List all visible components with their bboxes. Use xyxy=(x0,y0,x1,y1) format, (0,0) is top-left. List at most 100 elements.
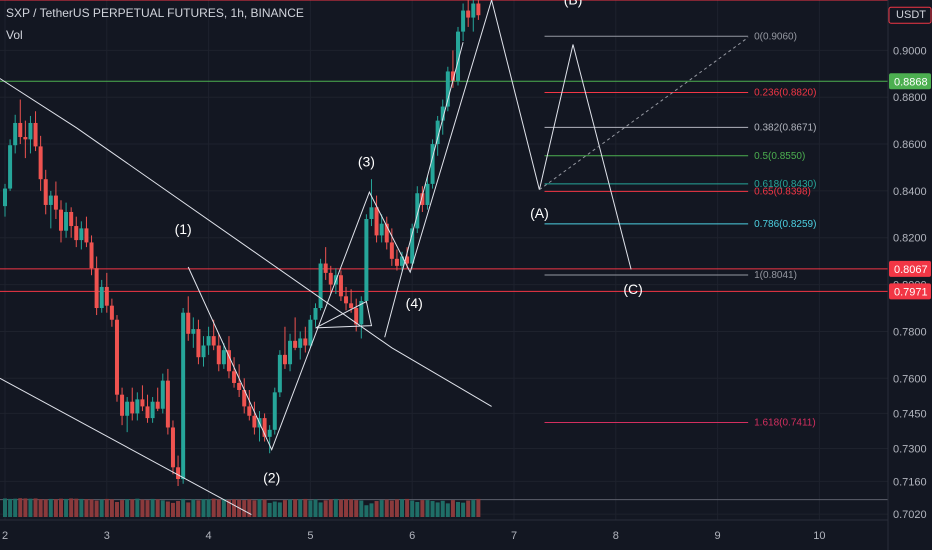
volume-bar xyxy=(155,499,160,517)
volume-bar xyxy=(150,498,155,517)
volume-bar xyxy=(8,498,13,517)
volume-bar xyxy=(125,499,130,517)
symbol-title[interactable]: SXP / TetherUS PERPETUAL FUTURES, 1h, BI… xyxy=(6,6,304,20)
y-tick-label: 0.7450 xyxy=(893,408,927,420)
volume-bar xyxy=(430,501,435,517)
candle-body xyxy=(379,223,384,236)
volume-bar xyxy=(109,499,114,517)
candle-body xyxy=(206,336,211,346)
volume-bar xyxy=(252,500,257,517)
price-tag: 0.8067 xyxy=(889,260,931,277)
x-tick-label: 10 xyxy=(813,530,825,542)
candle-body xyxy=(109,305,114,320)
volume-bar xyxy=(84,499,89,517)
volume-bar xyxy=(293,499,298,517)
volume-bar xyxy=(338,499,343,517)
candle-body xyxy=(471,3,476,18)
candle-body xyxy=(461,10,466,32)
candle-body xyxy=(211,336,216,346)
volume-bar xyxy=(476,498,481,517)
wave-labels: (1) (2) (3) (4) (A) (B) (C) xyxy=(175,0,643,486)
volume-bar xyxy=(328,499,333,517)
y-tick-label: 0.7160 xyxy=(893,476,927,488)
candle-body xyxy=(48,195,53,205)
fib-level-label: 0.5(0.8550) xyxy=(754,151,805,162)
y-tick-label: 0.7600 xyxy=(893,373,927,385)
volume-bar xyxy=(94,500,99,517)
fib-level-label: 0(0.9060) xyxy=(754,31,797,42)
volume-bar xyxy=(191,499,196,517)
fibonacci-retracement[interactable]: 0(0.9060) 0.236(0.8820) 0.382(0.8671) 0.5(0… xyxy=(544,31,817,429)
candle-body xyxy=(74,226,79,241)
candle-body xyxy=(216,345,221,365)
volume-bar xyxy=(384,499,389,517)
volume-bar xyxy=(23,498,28,517)
volume-bar xyxy=(323,500,328,517)
candle-body xyxy=(450,71,455,81)
volume-bar xyxy=(410,500,415,517)
candle-body xyxy=(430,144,435,184)
x-tick-label: 9 xyxy=(715,530,721,542)
candle-body xyxy=(349,303,354,309)
x-tick-label: 5 xyxy=(307,530,313,542)
horizontal-levels[interactable] xyxy=(0,0,888,292)
candle-body xyxy=(476,3,481,16)
candle-body xyxy=(277,354,282,393)
triangle-pattern xyxy=(315,300,373,329)
x-tick-label: 2 xyxy=(2,530,8,542)
volume-bar xyxy=(140,499,145,517)
volume-bar xyxy=(120,500,125,517)
candle-body xyxy=(150,401,155,419)
x-tick-label: 7 xyxy=(511,530,517,542)
fib-level-label: 0.236(0.8820) xyxy=(754,88,816,99)
volume-bar xyxy=(226,499,231,517)
volume-bar xyxy=(48,498,53,517)
drawings[interactable] xyxy=(0,0,749,516)
candle-body xyxy=(425,183,430,205)
candle-body xyxy=(389,242,394,259)
volume-bar xyxy=(354,500,359,517)
candle-body xyxy=(247,406,252,416)
candle-body xyxy=(165,380,170,428)
wave-label: (B) xyxy=(564,0,583,8)
volume-indicator-label[interactable]: Vol xyxy=(6,28,23,42)
volume-bar xyxy=(38,499,43,517)
volume-bar xyxy=(211,498,216,517)
candle-body xyxy=(298,338,303,348)
candle-body xyxy=(338,275,343,297)
volume-bar xyxy=(247,499,252,517)
candle-body xyxy=(176,467,181,480)
candle-body xyxy=(328,272,333,285)
volume-bar xyxy=(400,499,405,517)
volume-bar xyxy=(303,498,308,517)
candle-body xyxy=(58,209,63,231)
candle-body xyxy=(69,211,74,227)
volume-bars xyxy=(3,498,481,517)
candle-body xyxy=(354,308,359,325)
volume-bar xyxy=(450,500,455,517)
volume-bar xyxy=(374,501,379,517)
volume-bar xyxy=(415,501,420,517)
price-tag-label: 0.7971 xyxy=(894,286,928,298)
fib-level-label: 0.65(0.8398) xyxy=(754,186,811,197)
candle-body xyxy=(262,418,267,437)
dashed-projection-line xyxy=(539,37,749,191)
candlesticks xyxy=(3,0,481,487)
y-tick-label: 0.8400 xyxy=(893,186,927,198)
candle-body xyxy=(99,286,104,309)
candle-body xyxy=(181,312,186,480)
volume-bar xyxy=(176,501,181,517)
volume-bar xyxy=(359,500,364,517)
candle-body xyxy=(89,242,94,269)
volume-bar xyxy=(461,502,466,517)
fib-level-label: 0.618(0.8430) xyxy=(754,179,816,190)
volume-bar xyxy=(135,498,140,517)
candle-body xyxy=(145,406,150,419)
candle-body xyxy=(53,195,58,210)
volume-bar xyxy=(466,500,471,517)
candle-body xyxy=(125,401,130,416)
candle-body xyxy=(303,338,308,346)
trend-line xyxy=(0,78,492,407)
channel-line xyxy=(384,42,464,338)
